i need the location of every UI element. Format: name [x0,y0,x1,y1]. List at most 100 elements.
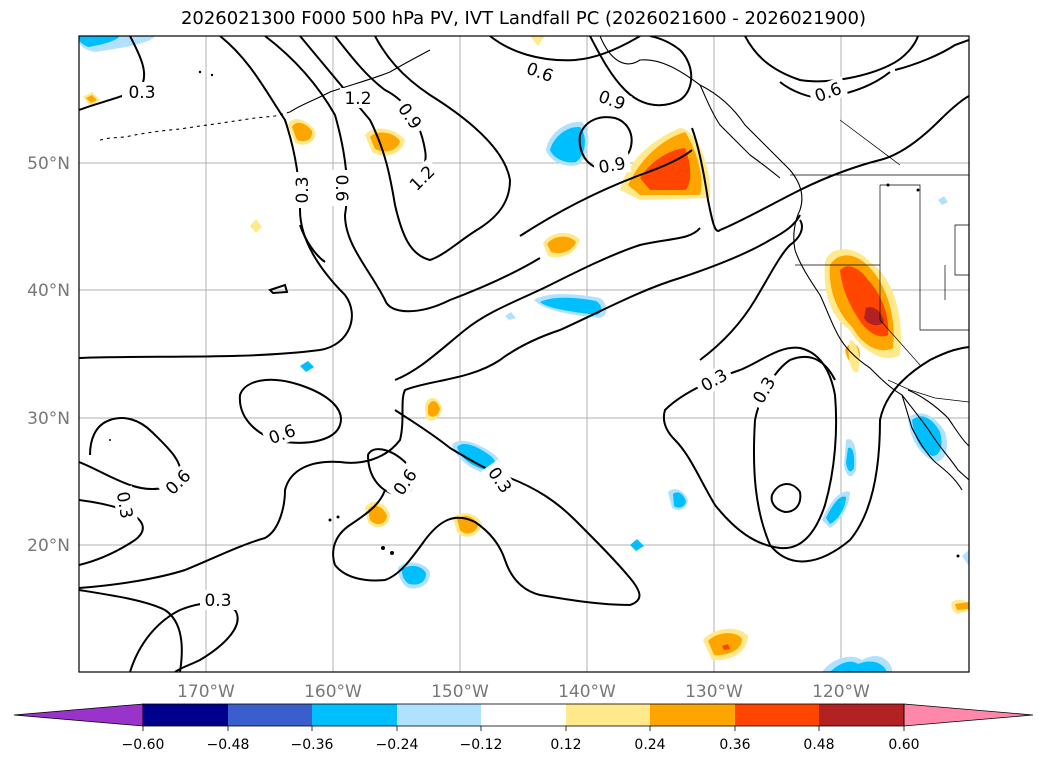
lon-label-140w: 140°W [558,682,616,702]
svg-text:0.6: 0.6 [331,174,351,201]
svg-text:0.3: 0.3 [293,176,313,203]
contour-06-north-mid [489,36,641,62]
colorbar-tick-5: 0.12 [550,737,581,753]
shade-blue-27 [457,443,497,471]
colorbar-tick-7: 0.36 [719,737,750,753]
colorbar-bin-5 [481,704,566,726]
shade-blue-baja [912,416,942,456]
longitude-labels: 170°W 160°W 150°W 140°W 130°W 120°W [177,682,870,702]
lat-label-30n: 30°N [27,409,70,429]
colorbar-bin-2 [228,704,312,726]
contour-09-mid-up [519,149,693,237]
shade-orange-j [86,95,97,103]
contour-06-east [699,219,803,361]
coastline-mainland-mexico [907,389,969,447]
aleutians [99,111,291,141]
contour-06-mid [79,214,801,589]
border-state-wy [954,224,969,276]
shade-orange-c [547,236,576,254]
contour-09-north [589,36,693,107]
clabel-5: 0.6 [807,76,849,108]
shade-red-g [722,644,730,650]
svg-text:0.3: 0.3 [128,83,155,103]
colorbar-tick-3: −0.24 [376,737,419,753]
contour-06-west [264,36,541,313]
shade-blue-small-d [505,312,516,320]
svg-text:0.3: 0.3 [204,591,231,611]
colorbar-bin-1 [143,704,228,726]
contour-06-ne-upper [894,39,969,71]
clabel-1: 1.2 [340,88,376,109]
coastline-baja [901,394,963,491]
shade-blue-mid [540,297,602,315]
coastlines [99,36,969,491]
shade-blue-sw-baja-core [826,496,846,524]
lat-label-40n: 40°N [27,281,70,301]
shade-blue-small-c [938,196,948,205]
colorbar-tick-4: −0.12 [460,737,503,753]
contour-03-mid [394,227,701,381]
lat-label-20n: 20°N [27,536,70,556]
graticule [79,36,969,672]
border-state-ut [919,265,969,331]
clabel-7: 0.6 [331,170,352,206]
contour-06-small-loop [770,483,802,514]
colorbar-tick-1: −0.48 [207,737,250,753]
colorbar-bin-8 [735,704,819,726]
latitude-labels: 50°N 40°N 30°N 20°N [27,154,70,556]
contour-06-kink [299,224,326,263]
coastline-alaska-panhandle [699,84,781,179]
clabel-16: 0.3 [112,485,138,525]
shade-blue-nw-corner-core [79,36,120,47]
clabel-17: 0.3 [200,590,236,611]
contour-03-east-loop [662,346,838,550]
shade-blue-n [550,126,585,163]
shade-orange-a [292,122,313,142]
contour-06-sw [79,589,183,672]
ivt-shading [79,36,969,672]
shade-blue-small-b [630,539,644,551]
shade-blue-small-a [300,361,314,372]
contour-06-lower [79,417,182,491]
contour-09-west [299,36,512,262]
lon-label-160w: 160°W [304,682,362,702]
lon-label-120w: 120°W [812,682,870,702]
contour-03-bottom [79,499,144,566]
colorbar-tick-0: −0.60 [122,737,165,753]
colorbar-bin-3 [312,704,397,726]
svg-text:0.9: 0.9 [597,154,627,178]
shade-darkred-cal [864,307,884,326]
map-title: 2026021300 F000 500 hPa PV, IVT Landfall… [180,8,867,29]
contour-03-west [79,36,353,359]
clabel-6: 0.3 [292,172,313,208]
border-canada-provinces [839,119,901,166]
colorbar-tick-9: 0.60 [888,737,919,753]
border-state-id [880,184,921,265]
shade-yellow-h [848,340,860,373]
map-frame [78,35,970,673]
island-marks [109,70,960,558]
colorbar-extend-low [13,703,144,727]
shade-blue-edge [962,550,969,566]
shade-orange-i [955,602,969,610]
shade-orange-g [708,633,742,656]
map-background [79,36,969,672]
shade-blue-22n-core [673,492,686,508]
colorbar: −0.60 −0.48 −0.36 −0.24 −0.12 0.12 0.24 … [13,703,1034,753]
clabel-0: 0.3 [122,82,158,103]
border-state-ca-nv [879,265,921,366]
lat-label-50n: 50°N [27,154,70,174]
contour-09-loop [578,116,633,170]
colorbar-tick-6: 0.24 [634,737,665,753]
colorbar-tick-2: −0.36 [291,737,334,753]
shade-orange-e [368,505,387,525]
shade-yellow-l [530,36,545,46]
svg-text:1.2: 1.2 [344,89,371,109]
svg-text:0.3: 0.3 [112,490,136,520]
contour-06-ne-loop [744,36,919,83]
contour-labels: 0.3 1.2 0.9 0.6 0.9 0.6 0.3 0.6 1.2 0.9 … [112,56,849,611]
lon-label-130w: 130°W [685,682,743,702]
shade-orange-d [428,401,440,417]
alaska-peninsula [289,49,431,113]
